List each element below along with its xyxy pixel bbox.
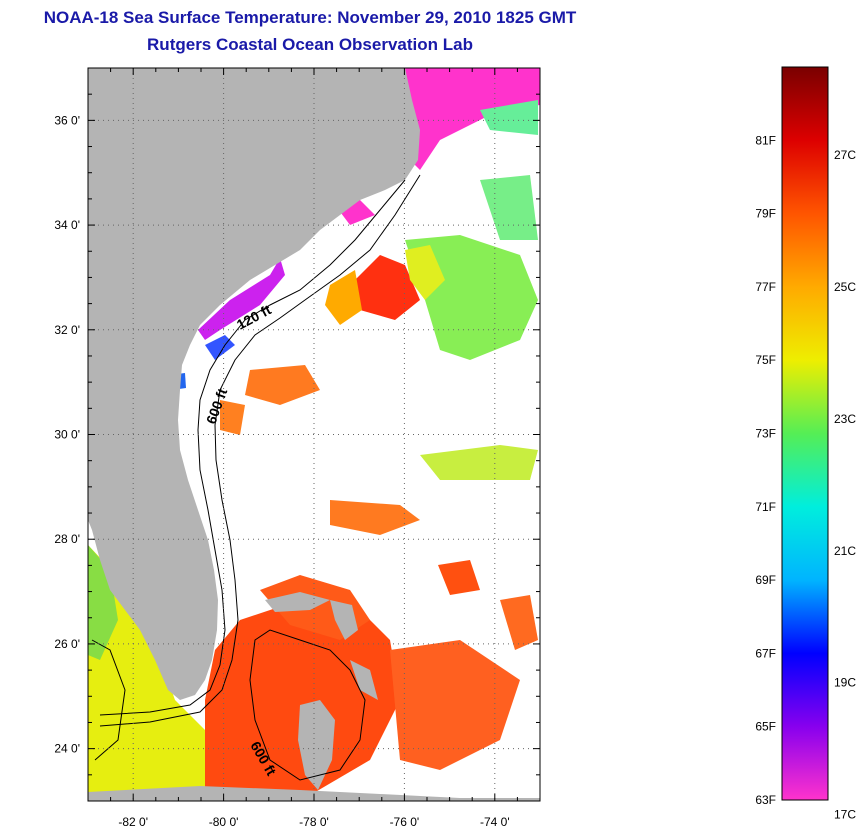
shelf-cold-magenta xyxy=(198,258,285,340)
colorbar-f-label: 63F xyxy=(755,793,776,807)
near-shore-orange xyxy=(220,400,245,435)
lat-tick-label: 36 0' xyxy=(54,113,80,127)
longitude-axis-labels: -82 0' -80 0' -78 0' -76 0' -74 0' xyxy=(118,815,509,829)
east-warm-patch xyxy=(500,595,538,650)
colorbar-c-label: 23C xyxy=(834,412,856,426)
lat-tick-label: 26 0' xyxy=(54,637,80,651)
central-orange-halo xyxy=(325,270,362,325)
offshore-patch-28 xyxy=(330,500,420,535)
slope-water-yellow xyxy=(405,245,445,300)
colorbar-c-label: 19C xyxy=(834,676,856,690)
contour-120ft xyxy=(99,179,406,716)
land-bahamas-andros xyxy=(298,700,335,790)
colorbar-f-label: 81F xyxy=(755,133,776,147)
colorbar-c-label: 17C xyxy=(834,808,856,822)
central-warm-patch xyxy=(355,255,420,320)
lon-tick-label: -80 0' xyxy=(209,815,239,829)
colorbar xyxy=(781,66,829,801)
colorbar-fahrenheit-labels: 81F 79F 77F 75F 73F 71F 69F 67F 65F 63F xyxy=(755,133,776,807)
lon-tick-label: -74 0' xyxy=(480,815,510,829)
colorbar-f-label: 71F xyxy=(755,500,776,514)
colorbar-f-label: 69F xyxy=(755,573,776,587)
contour-bahamas xyxy=(249,629,366,781)
pamlico-magenta xyxy=(405,68,540,170)
northeast-green xyxy=(480,175,538,240)
colorbar-f-label: 73F xyxy=(755,427,776,441)
colorbar-f-label: 79F xyxy=(755,207,776,221)
offshore-patch-31 xyxy=(245,365,320,405)
map-frame xyxy=(87,67,541,802)
map-subtitle: Rutgers Coastal Ocean Observation Lab xyxy=(147,35,473,54)
southeast-warm-patches xyxy=(390,640,520,770)
lon-tick-label: -82 0' xyxy=(118,815,148,829)
contour-600ft xyxy=(99,174,421,727)
lon-tick-label: -76 0' xyxy=(390,815,420,829)
lon-tick-label: -78 0' xyxy=(299,815,329,829)
lat-tick-label: 28 0' xyxy=(54,532,80,546)
contour-gulf xyxy=(91,639,126,761)
colorbar-f-label: 67F xyxy=(755,646,776,660)
colorbar-celsius-labels: 27C 25C 23C 21C 19C 17C xyxy=(834,148,856,822)
lat-tick-label: 34 0' xyxy=(54,218,80,232)
colorbar-f-label: 77F xyxy=(755,280,776,294)
colorbar-c-label: 27C xyxy=(834,148,856,162)
land-us-southeast xyxy=(88,68,420,700)
lat-tick-label: 24 0' xyxy=(54,742,80,756)
colorbar-c-label: 25C xyxy=(834,280,856,294)
map-gridlines xyxy=(88,68,540,801)
land-bahamas-abaco xyxy=(330,600,358,640)
colorbar-f-label: 75F xyxy=(755,353,776,367)
latitude-axis-labels: 36 0' 34 0' 32 0' 30 0' 28 0' 26 0' 24 0' xyxy=(54,113,80,755)
land-bahamas-eleuthera xyxy=(350,660,378,700)
gulf-shelf-water xyxy=(88,545,205,801)
lat-tick-label: 30 0' xyxy=(54,428,80,442)
east-green-band xyxy=(420,445,538,480)
gulfstream-mid-patch xyxy=(438,560,480,595)
land-bahamas-grand xyxy=(265,592,330,612)
colorbar-c-label: 21C xyxy=(834,544,856,558)
colorbar-f-label: 65F xyxy=(755,720,776,734)
map-title: NOAA-18 Sea Surface Temperature: Novembe… xyxy=(43,8,577,27)
lat-tick-label: 32 0' xyxy=(54,323,80,337)
